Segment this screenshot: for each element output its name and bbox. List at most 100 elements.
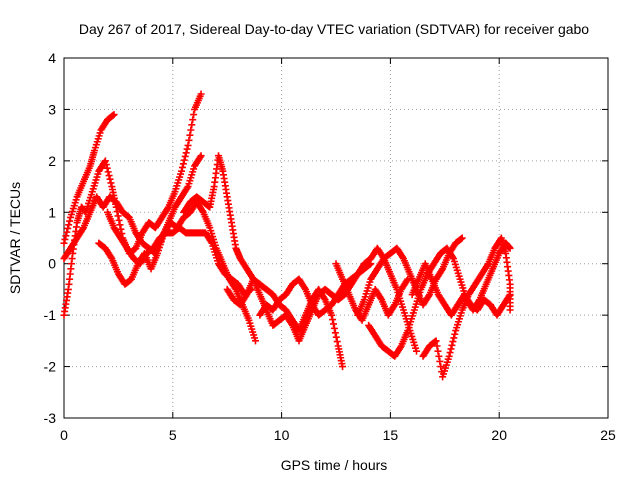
data-point (180, 156, 188, 164)
data-point (288, 320, 296, 328)
y-tick-label: -1 (44, 307, 57, 323)
data-point (183, 184, 191, 192)
data-point (505, 292, 513, 300)
data-point (178, 167, 186, 175)
data-point (413, 347, 421, 355)
data-point (330, 320, 338, 328)
data-point (102, 161, 110, 169)
axis-ticks (63, 57, 609, 419)
data-point (62, 232, 70, 240)
series-track-1 (60, 111, 118, 247)
x-tick-label: 15 (383, 427, 399, 443)
data-point (450, 334, 458, 342)
chart-title: Day 267 of 2017, Sidereal Day-to-day VTE… (79, 21, 589, 37)
data-point (189, 116, 197, 124)
data-point (331, 329, 339, 337)
data-point (396, 343, 404, 351)
data-point (66, 217, 74, 225)
data-point (332, 333, 340, 341)
y-tick-label: -3 (44, 410, 57, 426)
x-axis-label: GPS time / hours (281, 457, 388, 473)
data-point (106, 175, 114, 183)
data-point (185, 136, 193, 144)
data-point (65, 221, 73, 229)
data-point (329, 316, 337, 324)
series-track-8 (256, 244, 421, 355)
data-point (187, 126, 195, 134)
y-tick-label: 4 (48, 50, 56, 66)
y-tick-label: 0 (48, 256, 56, 272)
data-point (377, 294, 385, 302)
data-point (404, 275, 412, 283)
data-point (115, 216, 123, 224)
data-point (184, 141, 192, 149)
data-point (188, 121, 196, 129)
data-point (506, 291, 514, 299)
data-point (197, 152, 205, 160)
grid-lines (64, 58, 608, 418)
data-point (403, 277, 411, 285)
plot-frame (63, 57, 609, 419)
data-point (190, 111, 198, 119)
data-point (116, 221, 124, 229)
data-point (64, 224, 72, 232)
data-point (446, 349, 454, 357)
data-point (432, 337, 440, 345)
data-point (447, 345, 455, 353)
data-point (198, 207, 206, 215)
data-point (449, 253, 457, 261)
data-point (107, 179, 115, 187)
data-point (186, 131, 194, 139)
data-point (448, 341, 456, 349)
data-point (110, 111, 118, 119)
x-tick-label: 5 (169, 427, 177, 443)
data-point (60, 239, 68, 247)
x-tick-label: 10 (274, 427, 290, 443)
data-point (79, 225, 87, 233)
y-tick-labels: -3 -2 -1 0 1 2 3 4 (44, 50, 57, 426)
data-point (435, 352, 443, 360)
data-point (436, 357, 444, 365)
y-tick-label: 3 (48, 101, 56, 117)
data-point (61, 235, 69, 243)
data-points (60, 90, 514, 381)
x-tick-label: 25 (600, 427, 616, 443)
x-tick-labels: 0 5 10 15 20 25 (60, 427, 616, 443)
y-tick-label: 2 (48, 153, 56, 169)
series-track-5 (104, 208, 255, 299)
data-point (251, 337, 259, 345)
x-tick-label: 0 (60, 427, 68, 443)
data-point (330, 324, 338, 332)
data-point (104, 168, 112, 176)
data-point (117, 225, 125, 233)
data-point (197, 90, 205, 98)
data-point (328, 311, 336, 319)
y-axis-label: SDTVAR / TECUs (7, 182, 23, 294)
data-point (114, 212, 122, 220)
series-track-13 (332, 260, 412, 324)
series-track-11 (419, 234, 514, 381)
data-point (207, 238, 215, 246)
data-point (483, 261, 491, 269)
data-point (458, 234, 466, 242)
data-point (63, 228, 71, 236)
data-point (438, 266, 446, 274)
data-point (182, 149, 190, 157)
data-point (179, 160, 187, 168)
data-point (445, 352, 453, 360)
data-point (339, 363, 347, 371)
data-point (333, 338, 341, 346)
data-point (196, 153, 204, 161)
data-point (103, 164, 111, 172)
data-point (506, 306, 514, 314)
data-point (105, 172, 113, 180)
series-track-6 (180, 152, 347, 371)
data-point (301, 284, 309, 292)
data-point (449, 338, 457, 346)
data-point (164, 205, 172, 213)
data-point (181, 152, 189, 160)
data-point (399, 253, 407, 261)
data-point (101, 157, 109, 165)
data-point (434, 347, 442, 355)
